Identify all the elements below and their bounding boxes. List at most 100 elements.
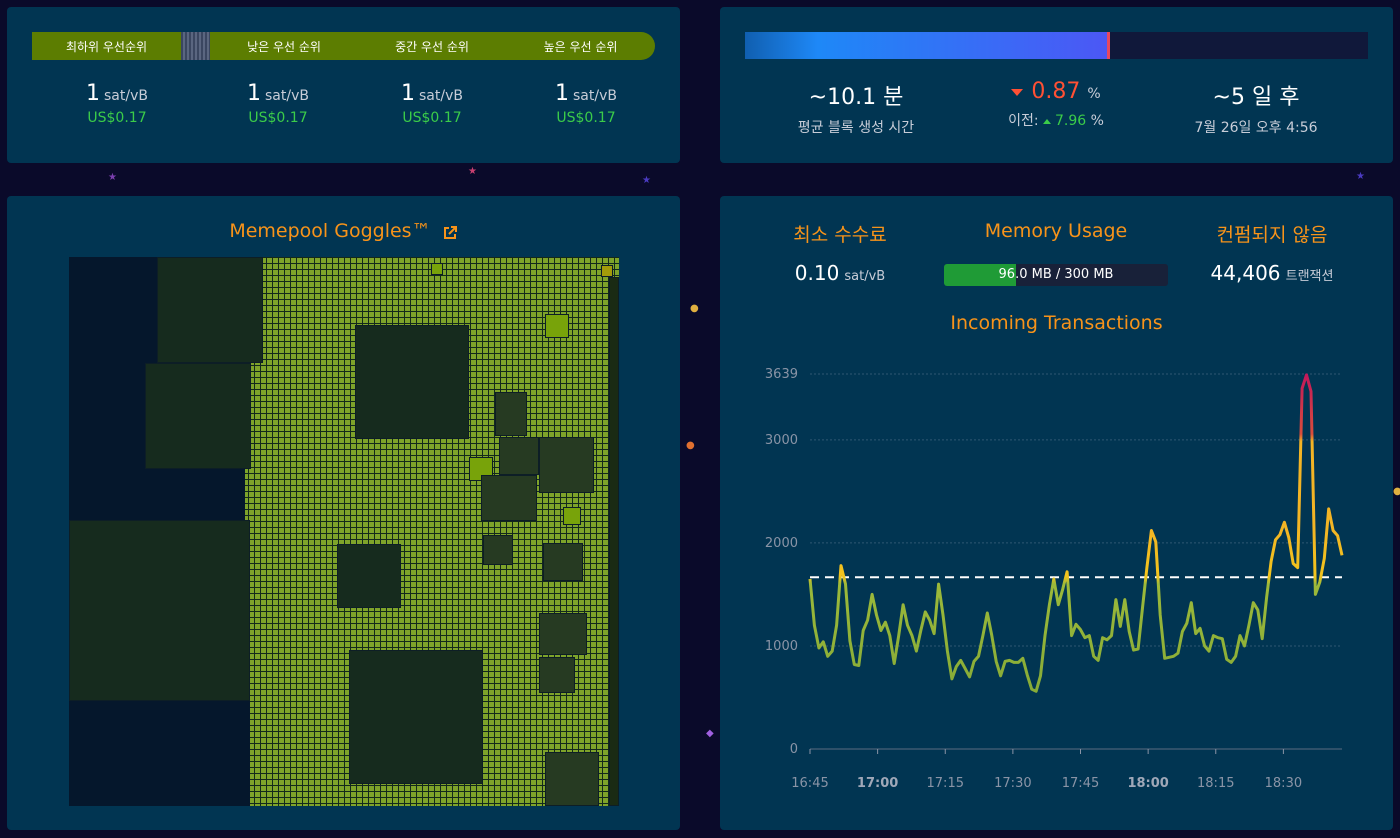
chart-grid	[810, 373, 1342, 750]
avg-block-time-label: 평균 블록 생성 시간	[797, 120, 915, 136]
treemap-block	[481, 475, 537, 521]
x-tick-label: 17:00	[857, 776, 898, 791]
confetti-dot: ●	[686, 440, 695, 451]
treemap-block	[337, 544, 401, 608]
fee-tier-label: 높은 우선 순위	[543, 39, 618, 54]
treemap-block	[545, 314, 569, 338]
mempool-treemap[interactable]	[69, 257, 619, 806]
difficulty-change-value: 0.87	[1031, 79, 1081, 104]
difficulty-progress-bar	[745, 32, 1368, 59]
fee-tier-lowest: 1 sat/vB US$0.17	[47, 81, 187, 126]
memory-usage-text: 96.0 MB / 300 MB	[998, 267, 1114, 282]
previous-unit: %	[1090, 113, 1104, 129]
memory-usage-fill	[944, 264, 1016, 286]
next-adjustment: ~5 일 후 7월 26일 오후 4:56	[1156, 79, 1356, 137]
x-tick-label: 17:15	[927, 776, 964, 791]
previous-value: 7.96	[1055, 113, 1087, 129]
treemap-block	[69, 701, 250, 806]
avg-block-time-value: ~10.1 분	[808, 85, 904, 110]
external-link-icon[interactable]	[442, 225, 458, 241]
min-fee-title: 최소 수수료	[793, 224, 887, 246]
fee-rate: 1	[247, 81, 262, 106]
avg-block-time: ~10.1 분 평균 블록 생성 시간	[756, 79, 956, 137]
chart-y-axis: 0 1000 2000 3000 3639	[765, 367, 798, 757]
y-tick-label: 1000	[765, 639, 798, 654]
chart-series-line	[808, 373, 1344, 693]
fee-unit: sat/vB	[573, 88, 617, 104]
treemap-block	[69, 520, 250, 701]
y-tick-label: 2000	[765, 536, 798, 551]
treemap-block	[349, 650, 483, 784]
difficulty-change-unit: %	[1087, 86, 1101, 102]
confetti-star: ★	[1356, 171, 1365, 182]
min-fee-value: 0.10	[794, 261, 840, 285]
fee-tier-medium: 1 sat/vB US$0.17	[362, 81, 502, 126]
previous-label: 이전:	[1008, 113, 1039, 129]
treemap-block	[355, 325, 469, 439]
fee-rate: 1	[555, 81, 570, 106]
memory-usage-bar: 96.0 MB / 300 MB	[944, 264, 1168, 286]
treemap-block	[563, 507, 581, 525]
next-adjustment-date: 7월 26일 오후 4:56	[1194, 120, 1318, 136]
treemap-block	[545, 752, 599, 806]
treemap-block	[539, 657, 575, 693]
fee-priority-bar: 최하위 우선순위 낮은 우선 순위 중간 우선 순위 높은 우선 순위	[32, 32, 655, 60]
x-tick-label: 18:30	[1265, 776, 1302, 791]
confetti-star: ★	[642, 175, 651, 186]
y-tick-label: 0	[790, 742, 798, 757]
treemap-block	[431, 263, 443, 275]
confetti-star: ★	[468, 166, 477, 177]
fee-usd: US$0.17	[87, 110, 147, 126]
decrease-arrow-icon	[1011, 88, 1024, 96]
treemap-block	[495, 392, 527, 436]
fee-usd: US$0.17	[556, 110, 616, 126]
fee-usd: US$0.17	[248, 110, 308, 126]
fee-bar-divider	[181, 32, 210, 60]
difficulty-progress-marker	[1107, 32, 1111, 59]
y-tick-label: 3000	[765, 433, 798, 448]
unconfirmed-value: 44,406	[1210, 261, 1281, 285]
goggles-title-link[interactable]: Memepool Goggles™	[7, 220, 680, 242]
min-fee: 0.10 sat/vB	[740, 261, 940, 285]
confetti-dot: ●	[690, 303, 699, 314]
x-tick-label: 17:45	[1062, 776, 1099, 791]
x-tick-label: 17:30	[994, 776, 1031, 791]
confetti-star: ★	[108, 172, 117, 183]
fee-rate: 1	[401, 81, 416, 106]
fee-tier-high: 1 sat/vB US$0.17	[516, 81, 656, 126]
unconfirmed-title: 컨펌되지 않음	[1216, 224, 1328, 246]
confetti-dot: ◆	[706, 728, 714, 739]
treemap-block	[483, 535, 513, 565]
fee-usd: US$0.17	[402, 110, 462, 126]
fee-tier-label: 낮은 우선 순위	[247, 39, 321, 54]
goggles-panel: Memepool Goggles™	[7, 196, 680, 830]
fee-priority-panel: 최하위 우선순위 낮은 우선 순위 중간 우선 순위 높은 우선 순위 1 sat…	[7, 7, 680, 163]
treemap-block	[609, 277, 619, 806]
fee-tier-low: 1 sat/vB US$0.17	[208, 81, 348, 126]
chart-x-axis: 16:45 17:00 17:15 17:30 17:45 18:00 18:15 18:30	[791, 749, 1302, 791]
treemap-block	[145, 469, 245, 520]
difficulty-adjustment-panel: ~10.1 분 평균 블록 생성 시간 0.87 % 이전: 7.96 % ~5…	[720, 7, 1393, 163]
fee-rate: 1	[86, 81, 101, 106]
x-tick-label: 18:15	[1197, 776, 1234, 791]
unconfirmed-unit: 트랜잭션	[1285, 269, 1334, 284]
incoming-transactions-title: Incoming Transactions	[950, 312, 1163, 334]
fee-unit: sat/vB	[104, 88, 148, 104]
mempool-stats-panel: 최소 수수료 Memory Usage 컨펌되지 않음 0.10 sat/vB …	[720, 196, 1393, 830]
unconfirmed: 44,406 트랜잭션	[1172, 261, 1372, 285]
memory-usage-title: Memory Usage	[984, 220, 1128, 242]
fee-tier-label: 최하위 우선순위	[65, 39, 148, 54]
treemap-block	[499, 437, 539, 475]
fee-unit: sat/vB	[265, 88, 309, 104]
x-tick-label: 16:45	[791, 776, 828, 791]
next-adjustment-eta: ~5 일 후	[1212, 85, 1300, 110]
treemap-block	[543, 543, 583, 581]
difficulty-change: 0.87 % 이전: 7.96 %	[956, 79, 1156, 130]
treemap-block	[539, 437, 594, 493]
increase-arrow-icon	[1043, 118, 1051, 124]
min-fee-unit: sat/vB	[844, 269, 886, 284]
difficulty-progress-fill	[745, 32, 1110, 59]
incoming-transactions-chart[interactable]: 0 1000 2000 3000 3639 16:45 17:00 17:15 17:30 17…	[720, 346, 1393, 830]
treemap-block	[69, 363, 145, 520]
y-tick-label: 3639	[765, 367, 798, 382]
